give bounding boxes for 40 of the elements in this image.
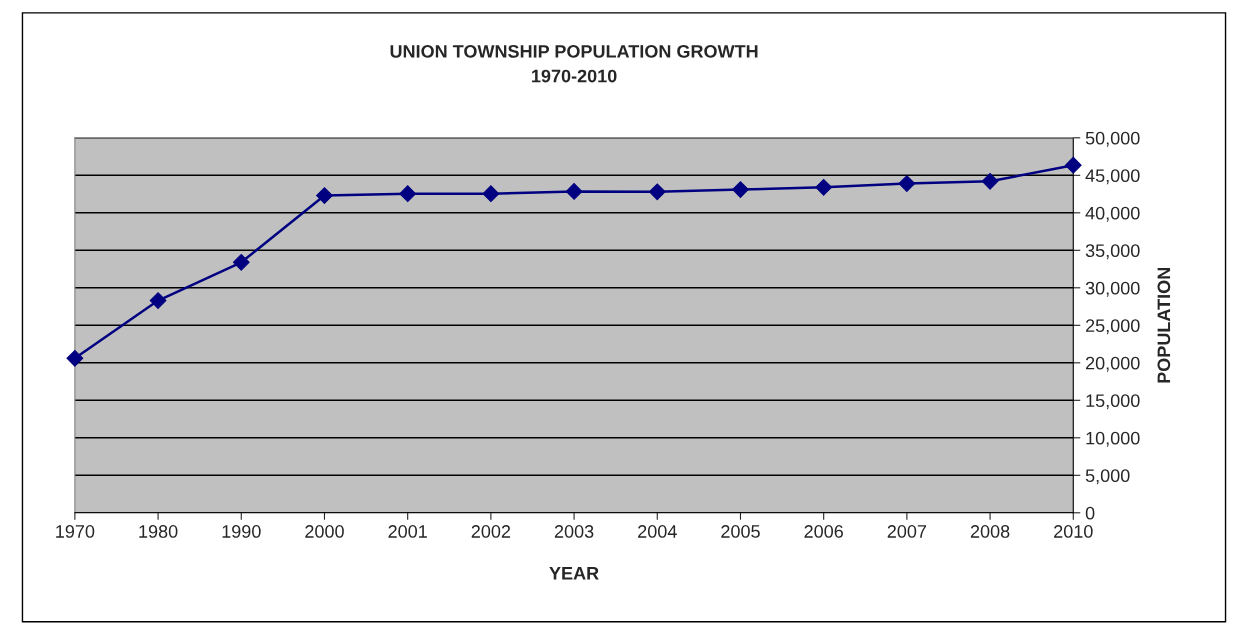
chart-title: UNION TOWNSHIP POPULATION GROWTH 1970-2010: [390, 44, 758, 83]
y-tick-label: 25,000: [1085, 319, 1140, 335]
y-tick-label: 5,000: [1085, 469, 1130, 485]
x-tick-label: 2003: [554, 525, 594, 538]
y-axis-title: POPULATION: [1157, 268, 1171, 383]
y-tick-label: 10,000: [1086, 431, 1140, 447]
x-tick-label: 2004: [638, 525, 677, 538]
y-tick-label: 50,000: [1085, 131, 1140, 147]
x-tick-label: 1990: [222, 525, 261, 538]
x-tick-label: 2005: [721, 525, 760, 538]
x-tick-label: 2002: [471, 525, 511, 538]
x-tick-label: 2001: [388, 525, 427, 538]
y-tick-label: 40,000: [1085, 206, 1140, 222]
point: [482, 185, 500, 203]
x-tick-label: 2008: [970, 525, 1010, 538]
x-tick-label: 2006: [804, 525, 843, 538]
point: [565, 183, 583, 200]
point: [232, 253, 250, 271]
y-tick-label: 45,000: [1085, 169, 1140, 185]
point: [732, 181, 749, 198]
x-tick-label: 1970: [56, 525, 95, 538]
y-tick-label: 15,000: [1086, 394, 1140, 410]
y-tick-label: 35,000: [1085, 244, 1140, 260]
point: [1064, 156, 1082, 174]
point: [815, 178, 833, 196]
x-axis-title: YEAR: [549, 567, 599, 580]
x-tick-label: 2000: [305, 525, 344, 538]
point: [149, 292, 167, 309]
x-tick-label: 1980: [139, 525, 178, 538]
y-tick-label: 30,000: [1085, 281, 1140, 297]
y-tick-label: 0: [1085, 506, 1095, 520]
point: [648, 183, 666, 201]
y-tick-label: 20,000: [1085, 356, 1140, 372]
point: [399, 185, 417, 203]
x-tick-label: 2010: [1054, 525, 1093, 538]
point: [981, 172, 999, 190]
x-tick-label: 2007: [887, 525, 927, 538]
point: [316, 187, 333, 204]
point: [898, 175, 916, 192]
point: [66, 349, 84, 367]
